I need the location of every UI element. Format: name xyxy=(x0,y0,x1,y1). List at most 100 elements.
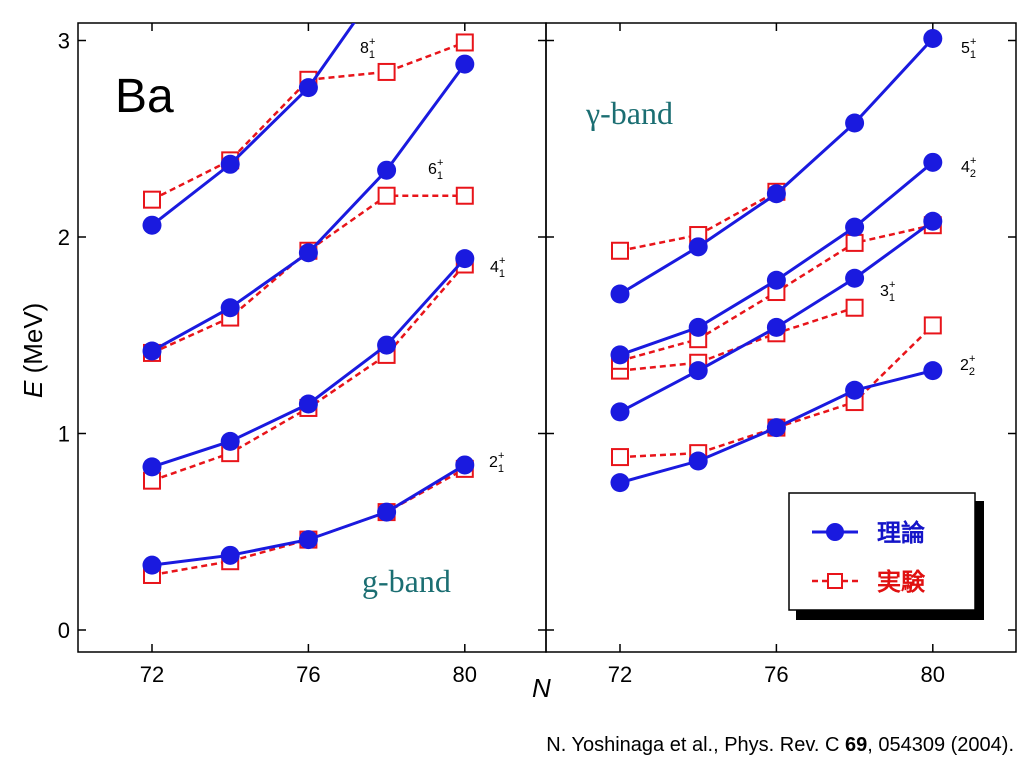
state-label-subscript: 1 xyxy=(499,268,505,280)
state-label-number: 3 xyxy=(880,283,889,300)
y-tick-label: 3 xyxy=(58,29,70,54)
theory-point-5_1^+ xyxy=(923,29,943,49)
theory-point-5_1^+ xyxy=(610,284,630,304)
theory-point-4_2^+ xyxy=(688,317,708,337)
experiment-line-4_1^+ xyxy=(151,263,466,482)
state-label-4_2^+: 42+ xyxy=(961,155,976,180)
theory-point-4_2^+ xyxy=(845,217,865,237)
theory-point-8_1^+ xyxy=(142,215,162,235)
theory-point-8_1^+ xyxy=(298,78,318,98)
left-panel-series xyxy=(142,23,475,584)
state-label-number: 5 xyxy=(961,40,970,57)
experiment-point-8_1^+ xyxy=(143,190,161,209)
state-label-superscript: + xyxy=(369,36,375,48)
experiment-point-3_1^+ xyxy=(845,298,864,317)
theory-point-4_1^+ xyxy=(455,249,475,269)
state-label-2_1^+: 21+ xyxy=(489,450,504,475)
legend-experiment-label: 実験 xyxy=(877,568,926,596)
theory-point-2_1^+ xyxy=(298,530,318,550)
legend-box xyxy=(788,492,976,611)
state-label-subscript: 1 xyxy=(369,49,375,61)
theory-line-6_1^+ xyxy=(151,63,467,353)
element-label: Ba xyxy=(115,70,174,123)
experiment-point-6_1^+ xyxy=(377,186,396,205)
experiment-line-8_1^+ xyxy=(151,41,466,201)
theory-point-5_1^+ xyxy=(766,184,786,204)
x-tick-label: 80 xyxy=(453,662,477,687)
state-label-number: 2 xyxy=(489,454,498,471)
state-label-subscript: 1 xyxy=(437,170,443,182)
theory-point-5_1^+ xyxy=(688,237,708,257)
experiment-point-6_1^+ xyxy=(455,186,474,205)
citation-volume: 69 xyxy=(844,734,868,756)
state-label-subscript: 2 xyxy=(970,168,976,180)
citation: N. Yoshinaga et al., Phys. Rev. C 69, 05… xyxy=(546,734,1014,757)
state-label-superscript: + xyxy=(499,255,505,267)
g-band-label: g-band xyxy=(362,563,451,599)
theory-point-6_1^+ xyxy=(377,160,397,180)
state-label-superscript: + xyxy=(498,450,504,462)
state-label-5_1^+: 51+ xyxy=(961,36,976,61)
state-label-subscript: 1 xyxy=(498,463,504,475)
theory-point-3_1^+ xyxy=(610,402,630,422)
right-panel-frame xyxy=(545,22,1017,653)
state-label-3_1^+: 31+ xyxy=(880,279,895,304)
theory-point-2_2^+ xyxy=(610,473,630,493)
x-tick-label: 80 xyxy=(921,662,945,687)
theory-point-4_1^+ xyxy=(220,431,240,451)
theory-point-3_1^+ xyxy=(923,211,943,231)
theory-point-4_2^+ xyxy=(610,345,630,365)
theory-point-3_1^+ xyxy=(766,317,786,337)
citation-rest: , 054309 (2004). xyxy=(867,734,1014,756)
y-tick-label: 0 xyxy=(58,618,70,643)
theory-point-4_2^+ xyxy=(766,270,786,290)
theory-point-4_2^+ xyxy=(923,152,943,172)
theory-point-6_1^+ xyxy=(220,298,240,318)
state-label-number: 6 xyxy=(428,161,437,178)
theory-point-6_1^+ xyxy=(455,54,475,74)
theory-point-8_1^+ xyxy=(220,154,240,174)
gamma-band-label: γ-band xyxy=(585,95,673,131)
legend: 理論 実験 xyxy=(788,492,984,620)
state-label-superscript: + xyxy=(970,36,976,48)
experiment-point-2_2^+ xyxy=(923,316,942,335)
state-label-subscript: 2 xyxy=(969,366,975,378)
theory-point-4_1^+ xyxy=(377,335,397,355)
legend-theory-label: 理論 xyxy=(877,519,926,547)
theory-point-6_1^+ xyxy=(142,341,162,361)
state-label-number: 4 xyxy=(490,259,499,276)
theory-line-4_1^+ xyxy=(151,257,466,469)
state-label-4_1^+: 41+ xyxy=(490,255,505,280)
theory-point-2_2^+ xyxy=(766,418,786,438)
theory-point-2_2^+ xyxy=(923,361,943,381)
experiment-point-4_2^+ xyxy=(845,233,864,252)
theory-line-8_1^+ xyxy=(151,23,356,227)
theory-point-5_1^+ xyxy=(845,113,865,133)
x-tick-label: 72 xyxy=(608,662,632,687)
state-label-number: 2 xyxy=(960,357,969,374)
x-axis-title: N xyxy=(532,673,551,703)
theory-point-6_1^+ xyxy=(298,243,318,263)
state-label-superscript: + xyxy=(437,157,443,169)
theory-point-4_1^+ xyxy=(142,457,162,477)
y-tick-label: 1 xyxy=(58,422,70,447)
theory-point-3_1^+ xyxy=(688,361,708,381)
y-axis-title-symbol: E xyxy=(18,380,48,398)
experiment-point-2_2^+ xyxy=(611,448,629,467)
theory-point-2_2^+ xyxy=(845,380,865,400)
theory-point-2_1^+ xyxy=(220,545,240,565)
theory-point-4_1^+ xyxy=(298,394,318,414)
experiment-point-5_1^+ xyxy=(611,241,629,260)
state-label-superscript: + xyxy=(889,279,895,291)
right-panel-ticks: 72 76 80 xyxy=(546,23,1016,687)
experiment-line-2_2^+ xyxy=(619,324,934,459)
experiment-point-8_1^+ xyxy=(455,33,474,52)
state-label-number: 8 xyxy=(360,40,369,57)
citation-authors: N. Yoshinaga et al., Phys. Rev. C xyxy=(546,734,845,756)
x-tick-label: 72 xyxy=(140,662,164,687)
state-label-2_2^+: 22+ xyxy=(960,353,975,378)
experiment-line-6_1^+ xyxy=(151,194,465,355)
x-tick-label: 76 xyxy=(296,662,320,687)
